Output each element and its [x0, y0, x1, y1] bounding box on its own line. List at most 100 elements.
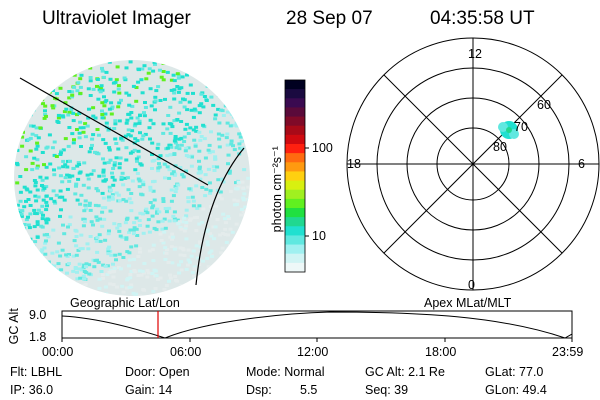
image-pixel — [237, 142, 242, 146]
image-pixel — [101, 168, 106, 172]
image-pixel — [52, 140, 57, 144]
image-pixel — [186, 196, 191, 200]
image-pixel — [96, 260, 101, 264]
image-pixel — [45, 145, 50, 149]
image-pixel — [211, 103, 216, 107]
image-pixel — [148, 201, 153, 204]
image-pixel — [219, 197, 224, 201]
image-pixel — [133, 295, 138, 296]
image-pixel — [36, 195, 41, 199]
image-pixel — [248, 73, 250, 76]
image-pixel — [199, 92, 204, 96]
image-pixel — [70, 93, 75, 97]
image-pixel — [237, 106, 242, 110]
image-pixel — [110, 195, 115, 198]
image-pixel — [217, 121, 222, 125]
image-pixel — [43, 252, 48, 256]
image-pixel — [161, 200, 166, 203]
image-pixel — [18, 81, 23, 84]
image-pixel — [81, 274, 86, 278]
image-pixel — [121, 256, 126, 259]
image-pixel — [89, 220, 94, 224]
image-pixel — [18, 129, 23, 133]
image-pixel — [111, 81, 116, 85]
image-pixel — [105, 264, 110, 268]
image-pixel — [120, 171, 125, 175]
image-pixel — [30, 93, 35, 97]
image-pixel — [109, 101, 114, 105]
image-pixel — [106, 198, 111, 202]
image-pixel — [100, 101, 105, 105]
image-pixel — [17, 243, 22, 246]
image-pixel — [86, 116, 91, 120]
image-pixel — [164, 251, 169, 255]
image-pixel — [134, 244, 139, 248]
image-pixel — [231, 115, 236, 119]
image-pixel — [213, 155, 218, 159]
image-pixel — [28, 212, 33, 216]
image-pixel — [142, 64, 147, 68]
image-pixel — [226, 247, 231, 251]
image-pixel — [132, 124, 137, 128]
image-pixel — [112, 163, 117, 167]
image-pixel — [187, 100, 192, 104]
image-pixel — [198, 289, 203, 293]
image-pixel — [35, 188, 40, 192]
image-pixel — [159, 75, 164, 79]
image-pixel — [189, 64, 194, 68]
image-pixel — [77, 171, 82, 175]
image-pixel — [77, 163, 82, 166]
image-pixel — [54, 92, 59, 96]
dsp-label: Dsp: — [246, 383, 272, 397]
image-pixel — [75, 113, 79, 117]
image-pixel — [156, 278, 161, 281]
image-pixel — [201, 105, 206, 109]
image-pixel — [172, 139, 177, 143]
image-pixel — [238, 102, 243, 106]
image-pixel — [169, 188, 174, 192]
image-pixel — [21, 130, 25, 134]
image-pixel — [239, 140, 244, 144]
image-pixel — [236, 185, 241, 189]
image-pixel — [77, 131, 82, 135]
image-pixel — [93, 116, 98, 120]
image-pixel — [118, 267, 123, 271]
image-pixel — [163, 258, 168, 261]
image-pixel — [247, 85, 250, 89]
image-pixel — [28, 149, 33, 153]
image-pixel — [150, 167, 154, 170]
image-pixel — [241, 114, 246, 118]
image-pixel — [20, 260, 25, 264]
image-pixel — [119, 136, 124, 140]
image-pixel — [114, 191, 119, 195]
image-pixel — [198, 245, 203, 249]
image-pixel — [134, 292, 139, 296]
image-pixel — [44, 185, 49, 189]
image-pixel — [124, 199, 129, 203]
image-pixel — [239, 229, 244, 233]
image-pixel — [212, 284, 217, 288]
image-pixel — [117, 162, 122, 166]
image-pixel — [179, 268, 184, 272]
image-pixel — [168, 235, 173, 239]
image-pixel — [236, 107, 241, 111]
image-pixel — [25, 242, 30, 246]
image-pixel — [134, 86, 139, 89]
image-pixel — [63, 176, 68, 180]
image-pixel — [90, 143, 94, 147]
image-pixel — [24, 64, 29, 68]
colorbar — [284, 79, 309, 273]
image-pixel — [124, 146, 129, 150]
image-pixel — [195, 256, 200, 260]
image-pixel — [186, 200, 191, 204]
image-pixel — [117, 101, 122, 105]
image-pixel — [118, 234, 123, 238]
image-pixel — [208, 232, 213, 236]
image-pixel — [106, 252, 111, 256]
image-pixel — [117, 166, 122, 170]
image-pixel — [97, 88, 102, 92]
image-pixel — [145, 268, 150, 272]
image-pixel — [58, 86, 63, 90]
image-pixel — [102, 95, 106, 99]
image-pixel — [56, 241, 61, 245]
